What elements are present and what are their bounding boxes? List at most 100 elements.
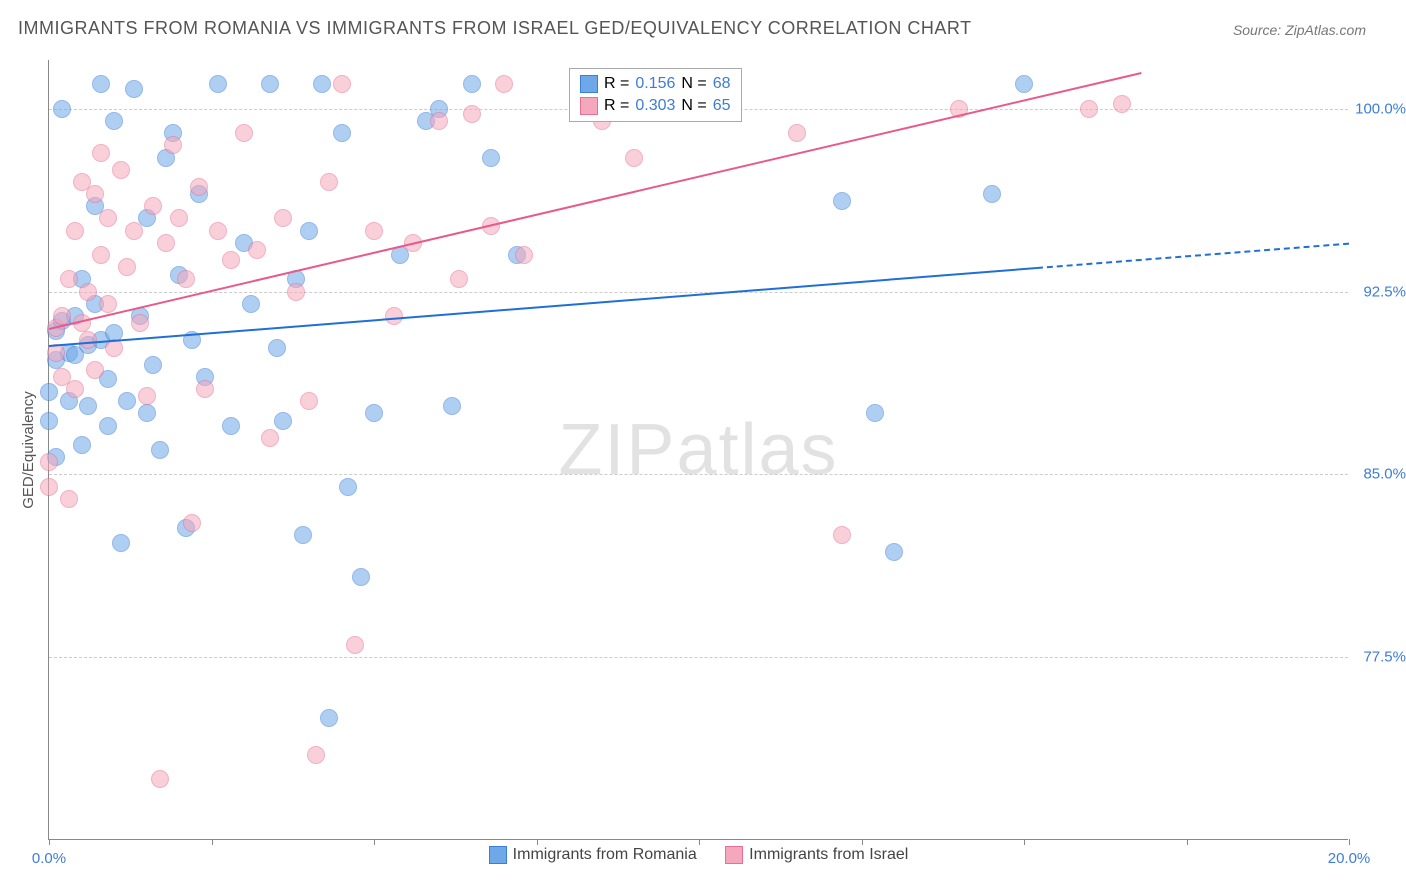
data-point xyxy=(209,75,227,93)
data-point xyxy=(365,404,383,422)
data-point xyxy=(79,397,97,415)
data-point xyxy=(53,100,71,118)
source-label: Source: ZipAtlas.com xyxy=(1233,22,1366,38)
y-axis-label: GED/Equivalency xyxy=(20,391,37,509)
data-point xyxy=(209,222,227,240)
data-point xyxy=(99,209,117,227)
n-label: N = xyxy=(681,97,706,115)
y-tick-label: 77.5% xyxy=(1363,649,1406,666)
data-point xyxy=(352,568,370,586)
data-point xyxy=(833,526,851,544)
x-tick xyxy=(374,839,375,845)
data-point xyxy=(112,161,130,179)
data-point xyxy=(320,709,338,727)
data-point xyxy=(125,222,143,240)
data-point xyxy=(99,295,117,313)
data-point xyxy=(144,197,162,215)
data-point xyxy=(86,361,104,379)
legend-label-romania: Immigrants from Romania xyxy=(513,846,697,864)
x-tick xyxy=(537,839,538,845)
data-point xyxy=(443,397,461,415)
swatch-israel xyxy=(580,97,598,115)
x-tick xyxy=(49,839,50,845)
data-point xyxy=(60,490,78,508)
data-point xyxy=(983,185,1001,203)
gridline xyxy=(49,657,1348,658)
x-tick xyxy=(212,839,213,845)
data-point xyxy=(450,270,468,288)
data-point xyxy=(463,105,481,123)
data-point xyxy=(307,746,325,764)
data-point xyxy=(333,75,351,93)
legend-label-israel: Immigrants from Israel xyxy=(749,846,908,864)
data-point xyxy=(118,392,136,410)
y-tick-label: 92.5% xyxy=(1363,283,1406,300)
data-point xyxy=(40,453,58,471)
data-point xyxy=(320,173,338,191)
y-tick-label: 100.0% xyxy=(1355,100,1406,117)
data-point xyxy=(131,314,149,332)
data-point xyxy=(164,136,182,154)
n-label: N = xyxy=(681,75,706,93)
legend-correlation: R = 0.156 N = 68 R = 0.303 N = 65 xyxy=(569,68,742,122)
data-point xyxy=(313,75,331,93)
legend-series: Immigrants from Romania Immigrants from … xyxy=(49,846,1348,869)
x-tick xyxy=(1187,839,1188,845)
legend-item-israel: Immigrants from Israel xyxy=(725,846,908,864)
x-tick xyxy=(862,839,863,845)
data-point xyxy=(66,380,84,398)
data-point xyxy=(885,543,903,561)
data-point xyxy=(60,270,78,288)
x-tick xyxy=(1024,839,1025,845)
trend-line xyxy=(1037,243,1349,269)
n-value-israel: 65 xyxy=(713,97,731,115)
data-point xyxy=(235,124,253,142)
data-point xyxy=(261,75,279,93)
data-point xyxy=(1015,75,1033,93)
data-point xyxy=(333,124,351,142)
data-point xyxy=(222,417,240,435)
data-point xyxy=(274,209,292,227)
watermark: ZIPatlas xyxy=(558,409,838,491)
legend-item-romania: Immigrants from Romania xyxy=(489,846,697,864)
data-point xyxy=(40,383,58,401)
swatch-romania xyxy=(580,75,598,93)
data-point xyxy=(222,251,240,269)
data-point xyxy=(294,526,312,544)
r-value-romania: 0.156 xyxy=(635,75,675,93)
data-point xyxy=(92,75,110,93)
data-point xyxy=(157,234,175,252)
data-point xyxy=(788,124,806,142)
data-point xyxy=(287,283,305,301)
swatch-romania-icon xyxy=(489,846,507,864)
data-point xyxy=(170,209,188,227)
x-tick xyxy=(1349,839,1350,845)
data-point xyxy=(125,80,143,98)
gridline xyxy=(49,292,1348,293)
data-point xyxy=(346,636,364,654)
legend-row-israel: R = 0.303 N = 65 xyxy=(580,95,731,117)
data-point xyxy=(482,149,500,167)
data-point xyxy=(177,270,195,288)
data-point xyxy=(151,441,169,459)
data-point xyxy=(40,412,58,430)
r-label: R = xyxy=(604,97,629,115)
r-value-israel: 0.303 xyxy=(635,97,675,115)
data-point xyxy=(495,75,513,93)
data-point xyxy=(118,258,136,276)
legend-row-romania: R = 0.156 N = 68 xyxy=(580,73,731,95)
data-point xyxy=(112,534,130,552)
data-point xyxy=(833,192,851,210)
data-point xyxy=(79,331,97,349)
data-point xyxy=(196,380,214,398)
swatch-israel-icon xyxy=(725,846,743,864)
x-tick-label: 20.0% xyxy=(1328,850,1371,867)
data-point xyxy=(1080,100,1098,118)
data-point xyxy=(1113,95,1131,113)
data-point xyxy=(463,75,481,93)
data-point xyxy=(92,246,110,264)
data-point xyxy=(86,185,104,203)
data-point xyxy=(190,178,208,196)
data-point xyxy=(242,295,260,313)
r-label: R = xyxy=(604,75,629,93)
